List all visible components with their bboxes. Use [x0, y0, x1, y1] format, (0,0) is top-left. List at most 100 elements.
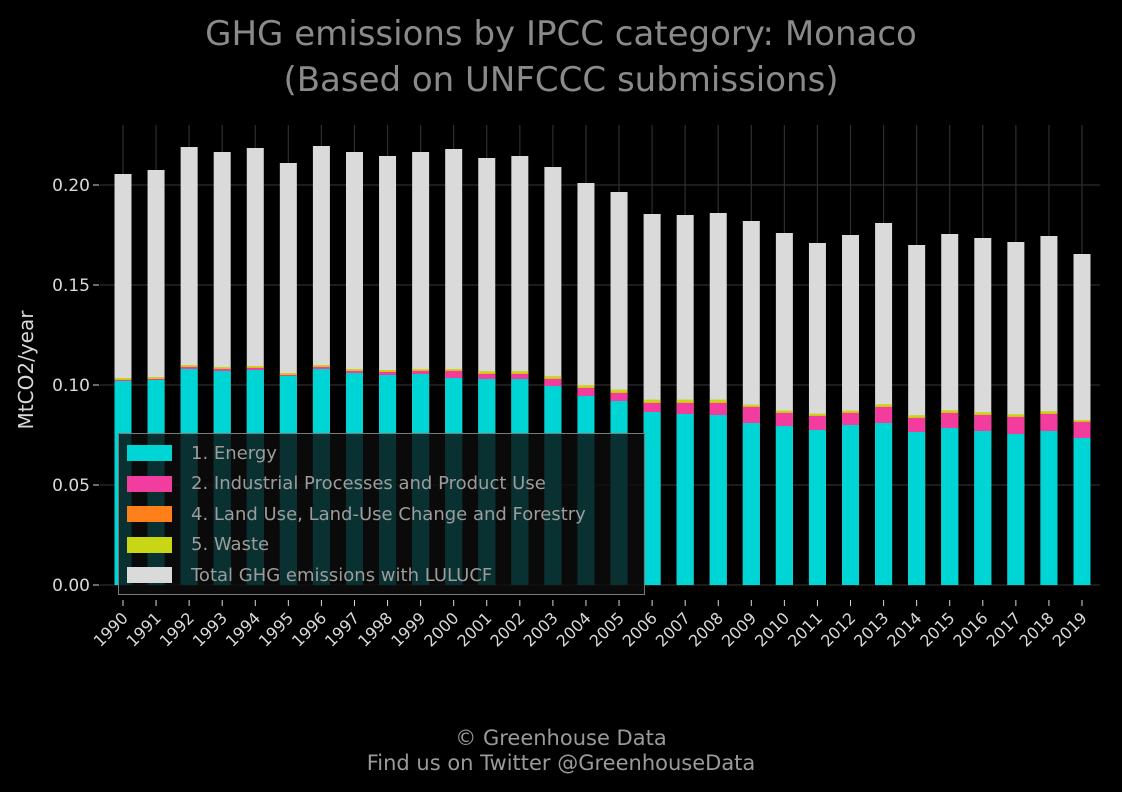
- bar-ippu-2013: [875, 407, 893, 423]
- bar-ippu-2008: [709, 403, 727, 415]
- bar-energy-2010: [775, 426, 793, 585]
- bar-energy-2018: [1040, 431, 1058, 585]
- x-tick-label: 2011: [784, 608, 826, 650]
- bar-energy-2017: [1007, 434, 1025, 585]
- x-tick-label: 2019: [1049, 608, 1091, 650]
- bar-waste-1995: [279, 373, 297, 375]
- x-tick-label: 1993: [189, 608, 231, 650]
- y-tick-label: 0.10: [52, 376, 90, 396]
- bar-energy-2016: [974, 431, 992, 585]
- bar-ippu-1993: [213, 369, 231, 371]
- y-axis-label: MtCO2/year: [14, 310, 38, 430]
- x-tick-label: 2012: [817, 608, 859, 650]
- x-tick-label: 2001: [453, 608, 495, 650]
- bar-waste-2016: [974, 412, 992, 415]
- x-tick-label: 2015: [916, 608, 958, 650]
- legend-label-energy: 1. Energy: [191, 442, 277, 464]
- bar-waste-2008: [709, 399, 727, 403]
- x-tick-label: 1991: [123, 608, 165, 650]
- bar-waste-2015: [941, 410, 959, 413]
- x-tick-label: 2003: [519, 608, 561, 650]
- bar-ippu-1998: [379, 372, 397, 375]
- footer-copyright: © Greenhouse Data: [455, 726, 667, 750]
- bar-waste-2003: [544, 376, 562, 379]
- bar-energy-2015: [941, 428, 959, 585]
- x-tick-label: 2004: [553, 608, 595, 650]
- bar-ippu-2010: [775, 413, 793, 426]
- legend-swatch-total: [127, 567, 172, 583]
- chart-title-line2: (Based on UNFCCC submissions): [283, 60, 839, 100]
- bar-waste-2014: [908, 415, 926, 418]
- bar-ippu-1992: [180, 367, 198, 369]
- x-tick-label: 1990: [90, 608, 132, 650]
- bar-waste-2011: [808, 413, 826, 416]
- bar-ippu-1999: [412, 371, 430, 374]
- bar-waste-2017: [1007, 414, 1025, 417]
- legend-label-ippu: 2. Industrial Processes and Product Use: [191, 473, 546, 494]
- bar-waste-2019: [1073, 420, 1091, 422]
- bar-waste-2007: [676, 399, 694, 403]
- bar-waste-1996: [312, 365, 330, 367]
- x-tick-label: 2018: [1016, 608, 1058, 650]
- legend-label-total: Total GHG emissions with LULUCF: [191, 564, 493, 586]
- legend-swatch-lulucf: [127, 506, 172, 522]
- legend-label-lulucf: 4. Land Use, Land-Use Change and Forestr…: [191, 503, 586, 525]
- bar-ippu-2007: [676, 403, 694, 414]
- x-tick-label: 2002: [486, 608, 528, 650]
- x-tick-label: 2006: [619, 608, 661, 650]
- bar-waste-1999: [412, 369, 430, 371]
- x-tick-label: 1997: [321, 608, 363, 650]
- bar-ippu-1994: [246, 368, 264, 370]
- legend-swatch-waste: [127, 536, 172, 553]
- bar-ippu-1990: [114, 380, 132, 381]
- x-tick-label: 2005: [586, 608, 628, 650]
- bar-waste-2009: [742, 404, 760, 407]
- bar-energy-2019: [1073, 438, 1091, 585]
- y-tick-label: 0.15: [52, 276, 90, 296]
- bar-waste-1992: [180, 365, 198, 367]
- legend-item-energy: 1. Energy: [127, 438, 277, 468]
- bar-energy-2007: [676, 414, 694, 585]
- bar-ippu-2018: [1040, 414, 1058, 431]
- bar-waste-1991: [147, 377, 165, 379]
- bar-waste-1994: [246, 366, 264, 368]
- bar-ippu-2019: [1073, 422, 1091, 438]
- bar-waste-1997: [345, 369, 363, 371]
- bar-ippu-2004: [577, 388, 595, 396]
- legend-item-lulucf: 4. Land Use, Land-Use Change and Forestr…: [127, 499, 586, 529]
- bar-ippu-2015: [941, 413, 959, 428]
- x-tick-label: 2013: [850, 608, 892, 650]
- legend-item-total: Total GHG emissions with LULUCF: [127, 560, 492, 590]
- legend-label-waste: 5. Waste: [191, 534, 270, 555]
- x-tick-label: 1994: [222, 608, 264, 650]
- bar-ippu-2005: [610, 393, 628, 401]
- x-tick-label: 2010: [751, 608, 793, 650]
- x-tick-label: 1998: [354, 608, 396, 650]
- chart-title-line1: GHG emissions by IPCC category: Monaco: [205, 14, 917, 54]
- bar-ippu-1996: [312, 367, 330, 369]
- x-tick-label: 1995: [255, 608, 297, 650]
- x-tick-label: 1992: [156, 608, 198, 650]
- footer-twitter: Find us on Twitter @GreenhouseData: [366, 751, 756, 775]
- x-tick-label: 2009: [718, 608, 760, 650]
- bar-ippu-2016: [974, 415, 992, 431]
- bar-waste-2005: [610, 389, 628, 393]
- bar-energy-2011: [808, 430, 826, 585]
- bar-energy-2008: [709, 415, 727, 585]
- x-tick-label: 2008: [685, 608, 727, 650]
- x-tick-label: 2014: [883, 608, 925, 650]
- bar-ippu-2003: [544, 379, 562, 386]
- legend-swatch-ippu: [127, 475, 172, 492]
- bar-waste-1993: [213, 367, 231, 369]
- bar-ippu-2014: [908, 418, 926, 432]
- x-tick-label: 1996: [288, 608, 330, 650]
- bar-ippu-2009: [742, 407, 760, 423]
- bar-energy-2014: [908, 432, 926, 585]
- bar-ippu-2011: [808, 416, 826, 430]
- x-tick-label: 1999: [387, 608, 429, 650]
- legend-swatch-energy: [127, 445, 172, 461]
- bar-waste-2018: [1040, 411, 1058, 414]
- bar-waste-2012: [842, 410, 860, 413]
- bar-waste-2000: [445, 369, 463, 371]
